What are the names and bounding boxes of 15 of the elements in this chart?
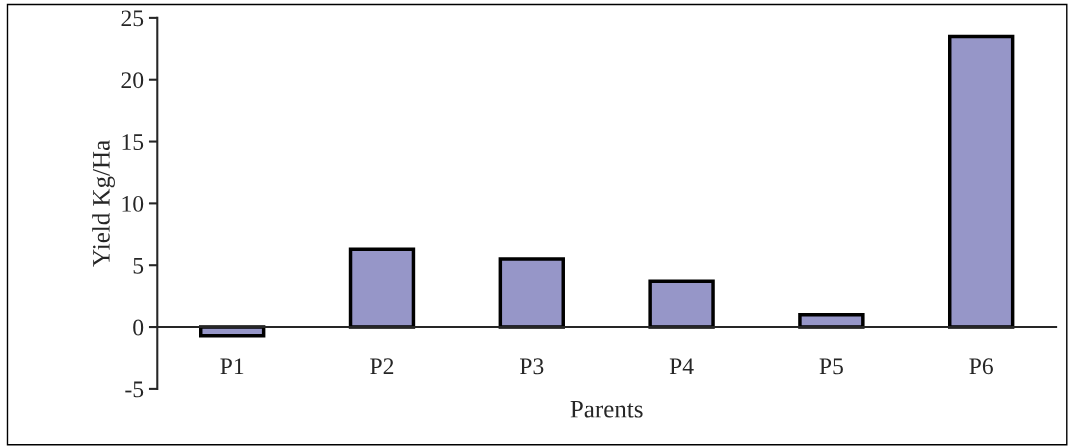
y-tick-label: 0 [133, 319, 144, 336]
x-tick-label: P3 [520, 358, 544, 375]
y-tick-label: 10 [122, 195, 144, 212]
x-tick-label: P5 [819, 358, 843, 375]
y-tick-label: 5 [133, 257, 144, 274]
x-tick-label: P2 [370, 358, 394, 374]
y-axis-title: Yield Kg/Ha [92, 140, 115, 267]
x-tick-label: P4 [669, 358, 694, 374]
y-tick-label: 20 [121, 72, 144, 89]
x-axis-title: Parents [570, 401, 643, 418]
y-tick-label: 25 [121, 10, 144, 27]
x-tick-label: P1 [220, 358, 244, 374]
x-tick-label: P6 [969, 358, 993, 375]
y-tick-label: 15 [122, 134, 144, 150]
y-tick-label: -5 [125, 381, 144, 398]
